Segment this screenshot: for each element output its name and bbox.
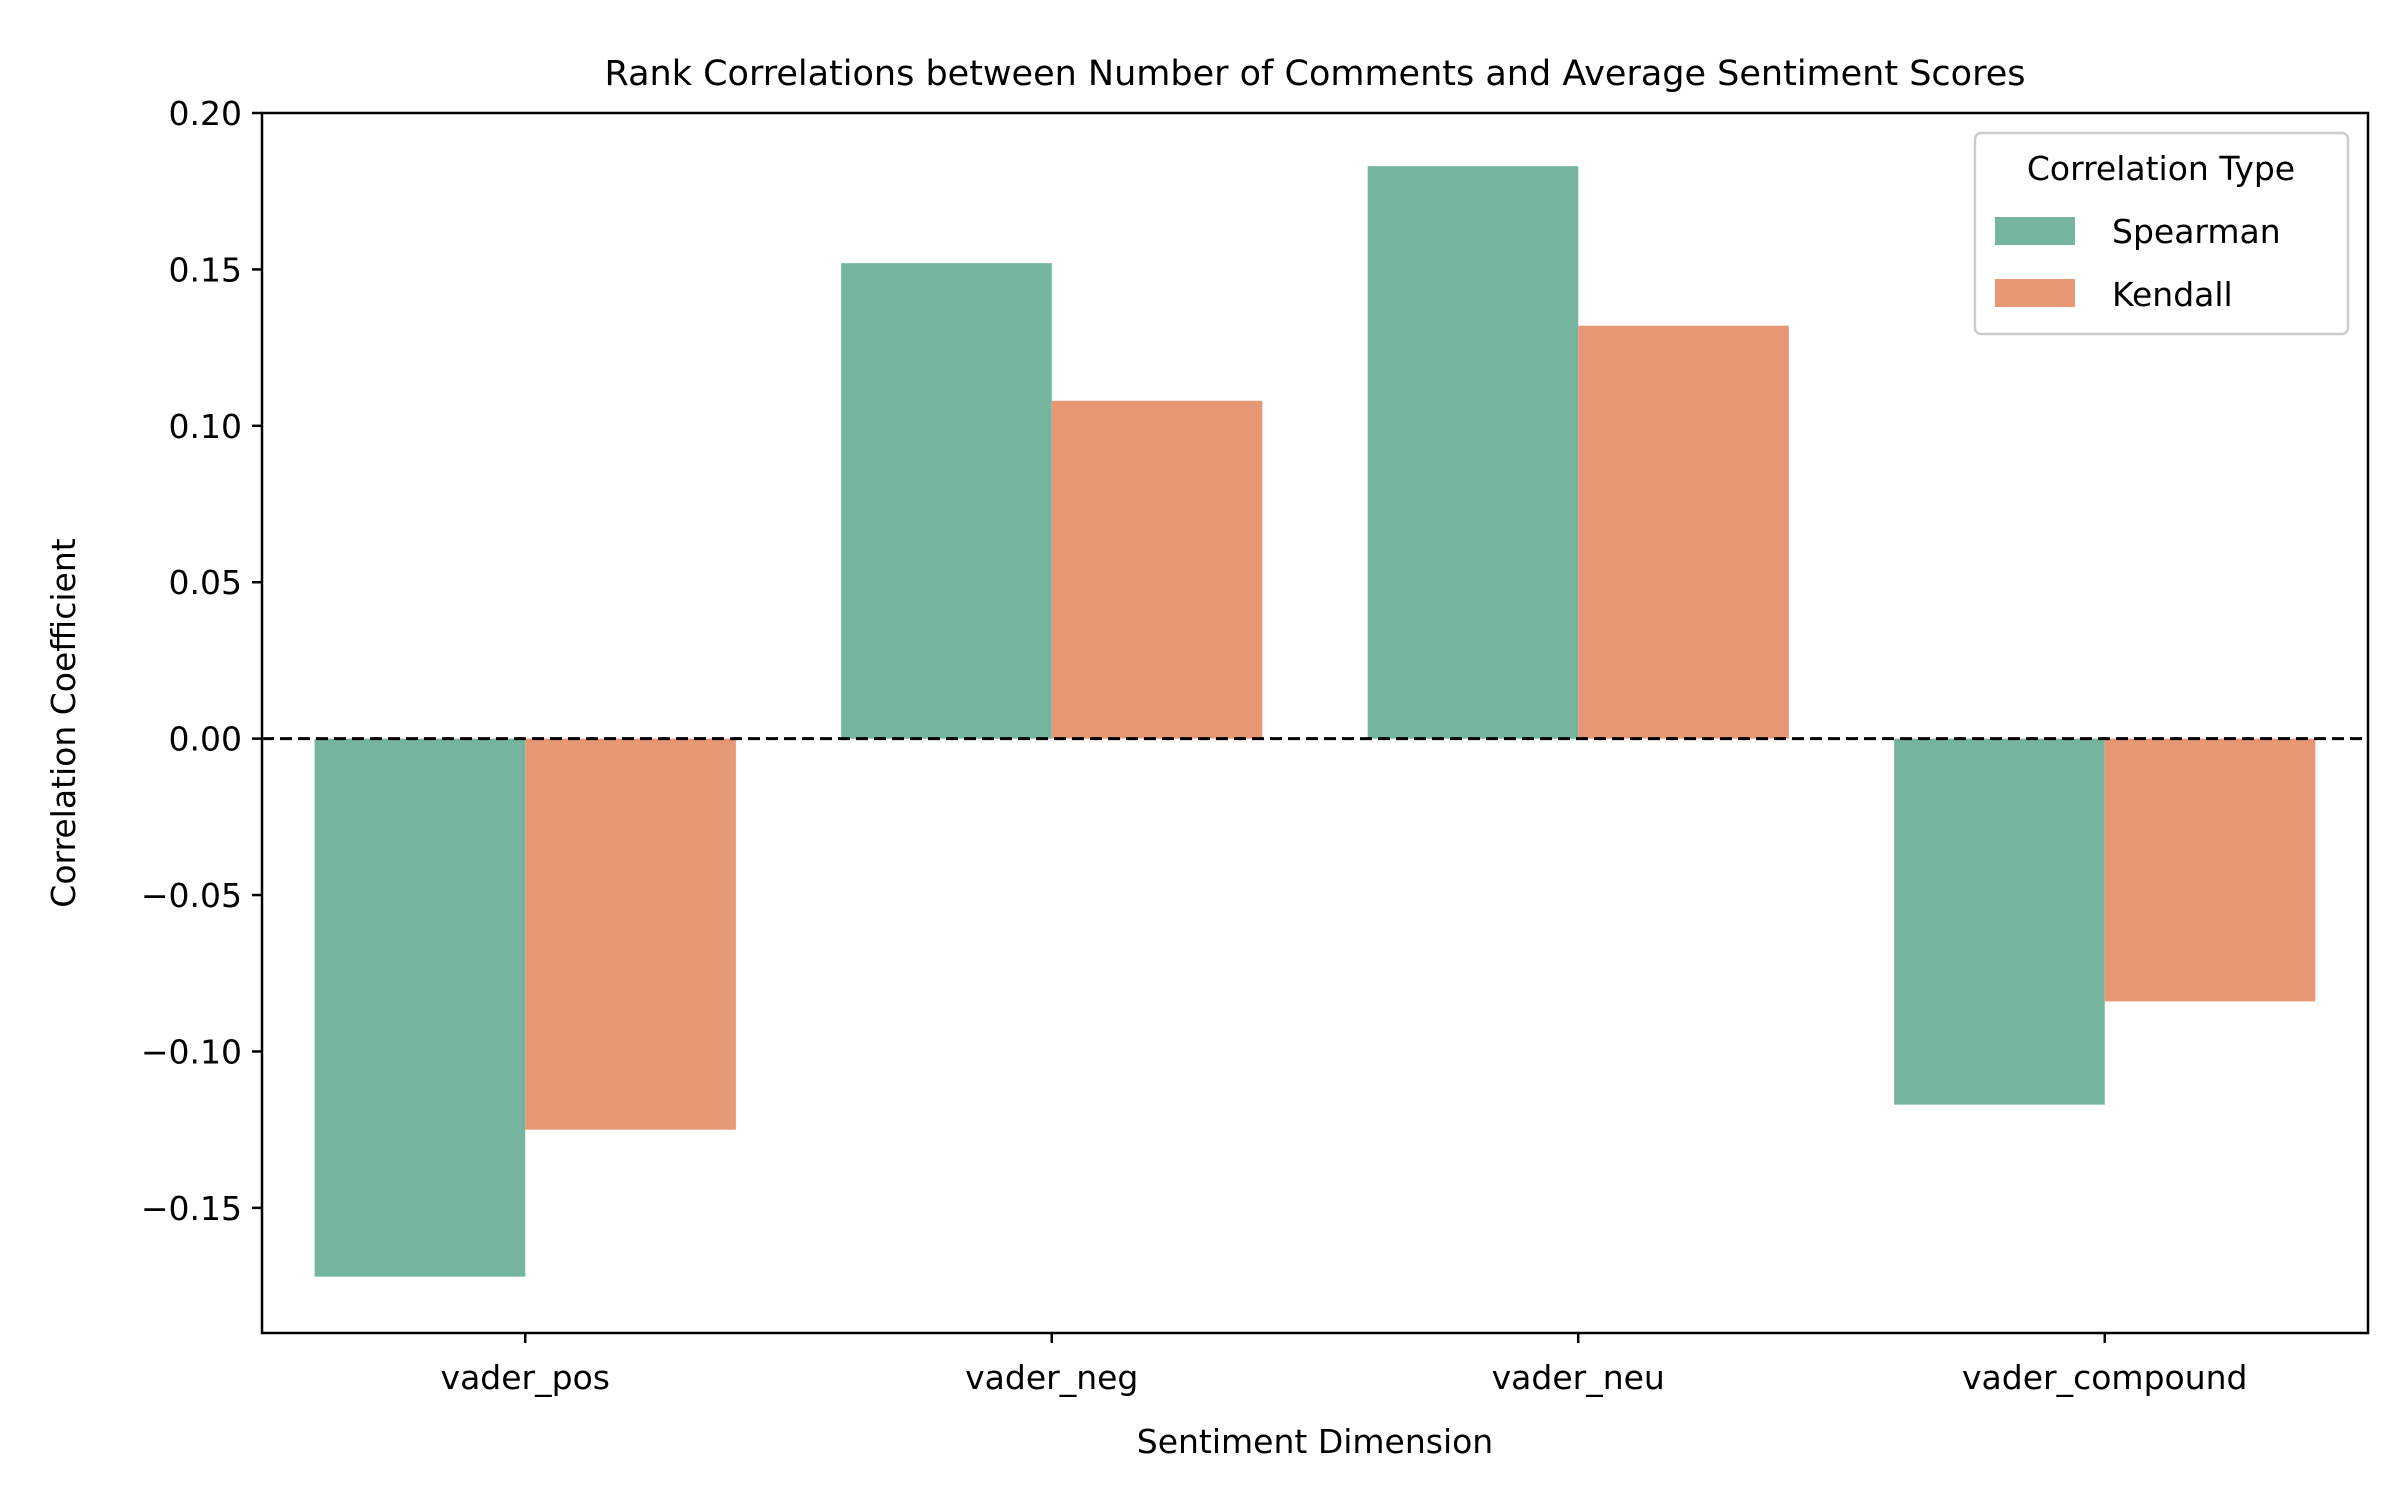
bar-kendall-vader-neg: [1051, 400, 1263, 739]
x-tick-label-vader-neg: vader_neg: [965, 1358, 1138, 1397]
bar-kendall-vader-neu: [1578, 325, 1789, 739]
y-tick-label: −0.15: [141, 1189, 242, 1228]
legend-swatch-spearman: [1995, 217, 2075, 245]
plot-frame: [260, 111, 2370, 1335]
y-axis-ticks: −0.15 −0.10 −0.05 0.00 0.05 0.10 0.15 0.20: [141, 94, 262, 1228]
bar-spearman-vader-neg: [841, 263, 1052, 739]
bar-spearman-vader-compound: [1894, 738, 2105, 1105]
bar-spearman-vader-pos: [314, 738, 526, 1277]
x-tick-label-vader-pos: vader_pos: [441, 1358, 610, 1397]
y-tick-label: 0.05: [169, 563, 242, 602]
x-axis-label: Sentiment Dimension: [1137, 1422, 1493, 1461]
y-tick-label: −0.10: [141, 1032, 242, 1071]
y-tick-label: 0.00: [169, 720, 242, 759]
bar-spearman-vader-neu: [1367, 166, 1579, 739]
y-tick-label: 0.20: [169, 94, 242, 133]
x-tick-label-vader-compound: vader_compound: [1962, 1358, 2247, 1397]
legend: Correlation Type Spearman Kendall: [1973, 131, 2350, 336]
y-axis-label: Correlation Coefficient: [44, 538, 83, 907]
x-axis-ticks: vader_pos vader_neg vader_neu vader_compoun…: [441, 1333, 2247, 1397]
y-tick-label: 0.15: [169, 250, 242, 289]
legend-title: Correlation Type: [2027, 149, 2295, 188]
bar-kendall-vader-compound: [2104, 738, 2316, 1002]
bar-kendall-vader-pos: [525, 738, 736, 1130]
bars-group: [314, 166, 2316, 1277]
x-tick-label-vader-neu: vader_neu: [1492, 1358, 1665, 1397]
y-tick-label: −0.05: [141, 876, 242, 915]
legend-label-kendall: Kendall: [2112, 275, 2233, 314]
legend-label-spearman: Spearman: [2112, 212, 2281, 251]
chart-title: Rank Correlations between Number of Comm…: [605, 54, 2026, 94]
y-tick-label: 0.10: [169, 407, 242, 446]
legend-swatch-kendall: [1995, 279, 2075, 307]
